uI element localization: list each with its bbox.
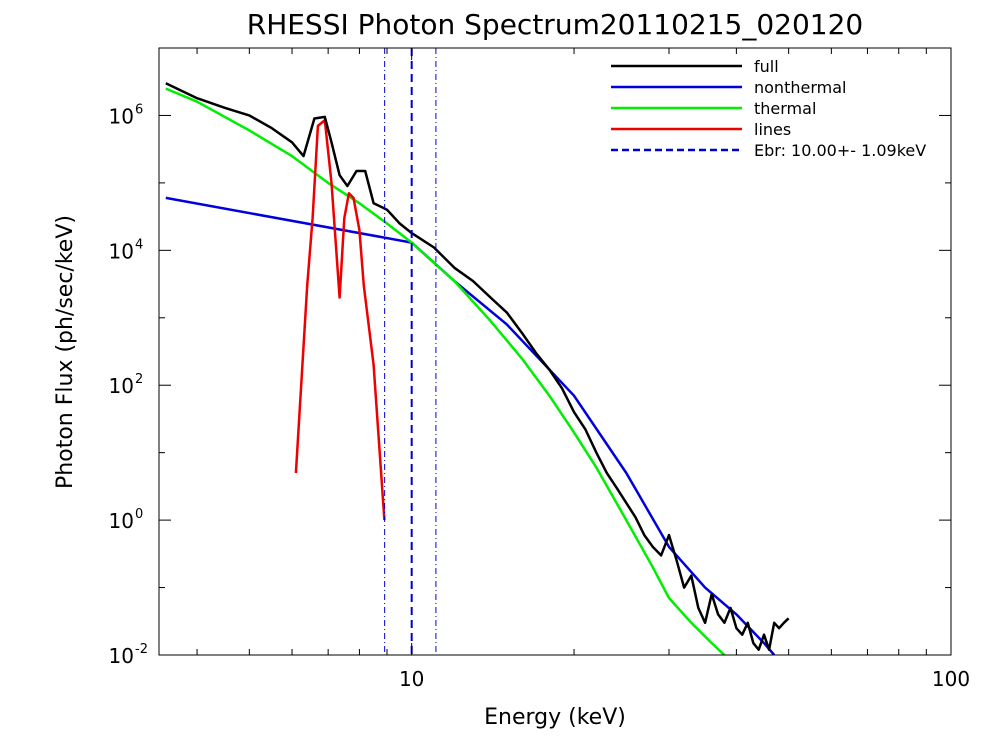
y-tick-exponent: -2 [135,642,148,657]
x-tick-label: 100 [932,667,970,691]
break-energy-lines [384,48,437,655]
y-tick-label: 10 [109,644,134,668]
series-line-lines [294,118,386,521]
x-axis-label: Energy (keV) [484,705,626,730]
y-tick-label: 10 [109,239,134,263]
series-line-thermal [165,87,726,655]
y-tick-exponent: 2 [135,372,143,387]
plot-frame [158,47,952,656]
series-line-full [165,82,790,651]
legend-label-nonthermal: nonthermal [754,78,846,97]
y-tick-label: 10 [109,104,134,128]
legend-label-full: full [754,57,779,76]
plot-curves [165,82,790,655]
chart-title: RHESSI Photon Spectrum20110215_020120 [247,8,864,41]
y-tick-exponent: 0 [135,507,143,522]
y-axis-label: Photon Flux (ph/sec/keV) [53,215,78,489]
legend: full nonthermal thermal lines Ebr: 10.00+- 1… [611,57,926,160]
y-tick-label: 10 [109,509,134,533]
x-tick-label: 10 [399,667,424,691]
legend-label-thermal: thermal [754,99,816,118]
legend-label-lines: lines [754,120,791,139]
legend-label-ebr: Ebr: 10.00+- 1.09keV [754,141,926,160]
y-tick-exponent: 6 [135,102,143,117]
y-tick-label: 10 [109,374,134,398]
y-tick-exponent: 4 [135,237,143,252]
